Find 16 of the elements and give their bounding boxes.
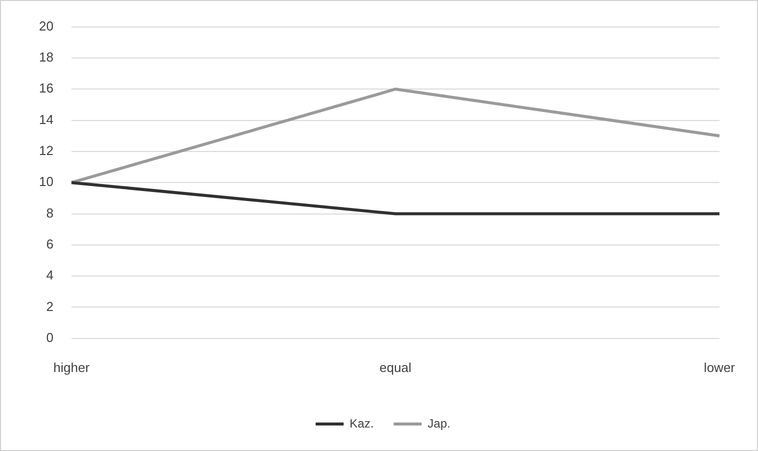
x-tick-label: equal bbox=[380, 360, 412, 375]
x-tick-label: lower bbox=[704, 360, 736, 375]
y-tick-label: 14 bbox=[38, 112, 54, 127]
x-tick-label: higher bbox=[53, 360, 90, 375]
y-tick-label: 20 bbox=[38, 18, 54, 34]
y-tick-label: 0 bbox=[46, 330, 54, 345]
y-tick-label: 2 bbox=[46, 298, 54, 314]
legend-label: Jap. bbox=[428, 416, 450, 430]
y-tick-label: 4 bbox=[46, 268, 54, 283]
legend-label: Kaz. bbox=[350, 416, 374, 430]
y-tick-label: 10 bbox=[38, 174, 54, 190]
y-tick-label: 12 bbox=[38, 143, 54, 158]
y-tick-label: 18 bbox=[38, 50, 54, 65]
y-tick-label: 16 bbox=[38, 80, 54, 96]
y-tick-label: 8 bbox=[46, 205, 54, 220]
y-tick-label: 6 bbox=[46, 236, 54, 252]
